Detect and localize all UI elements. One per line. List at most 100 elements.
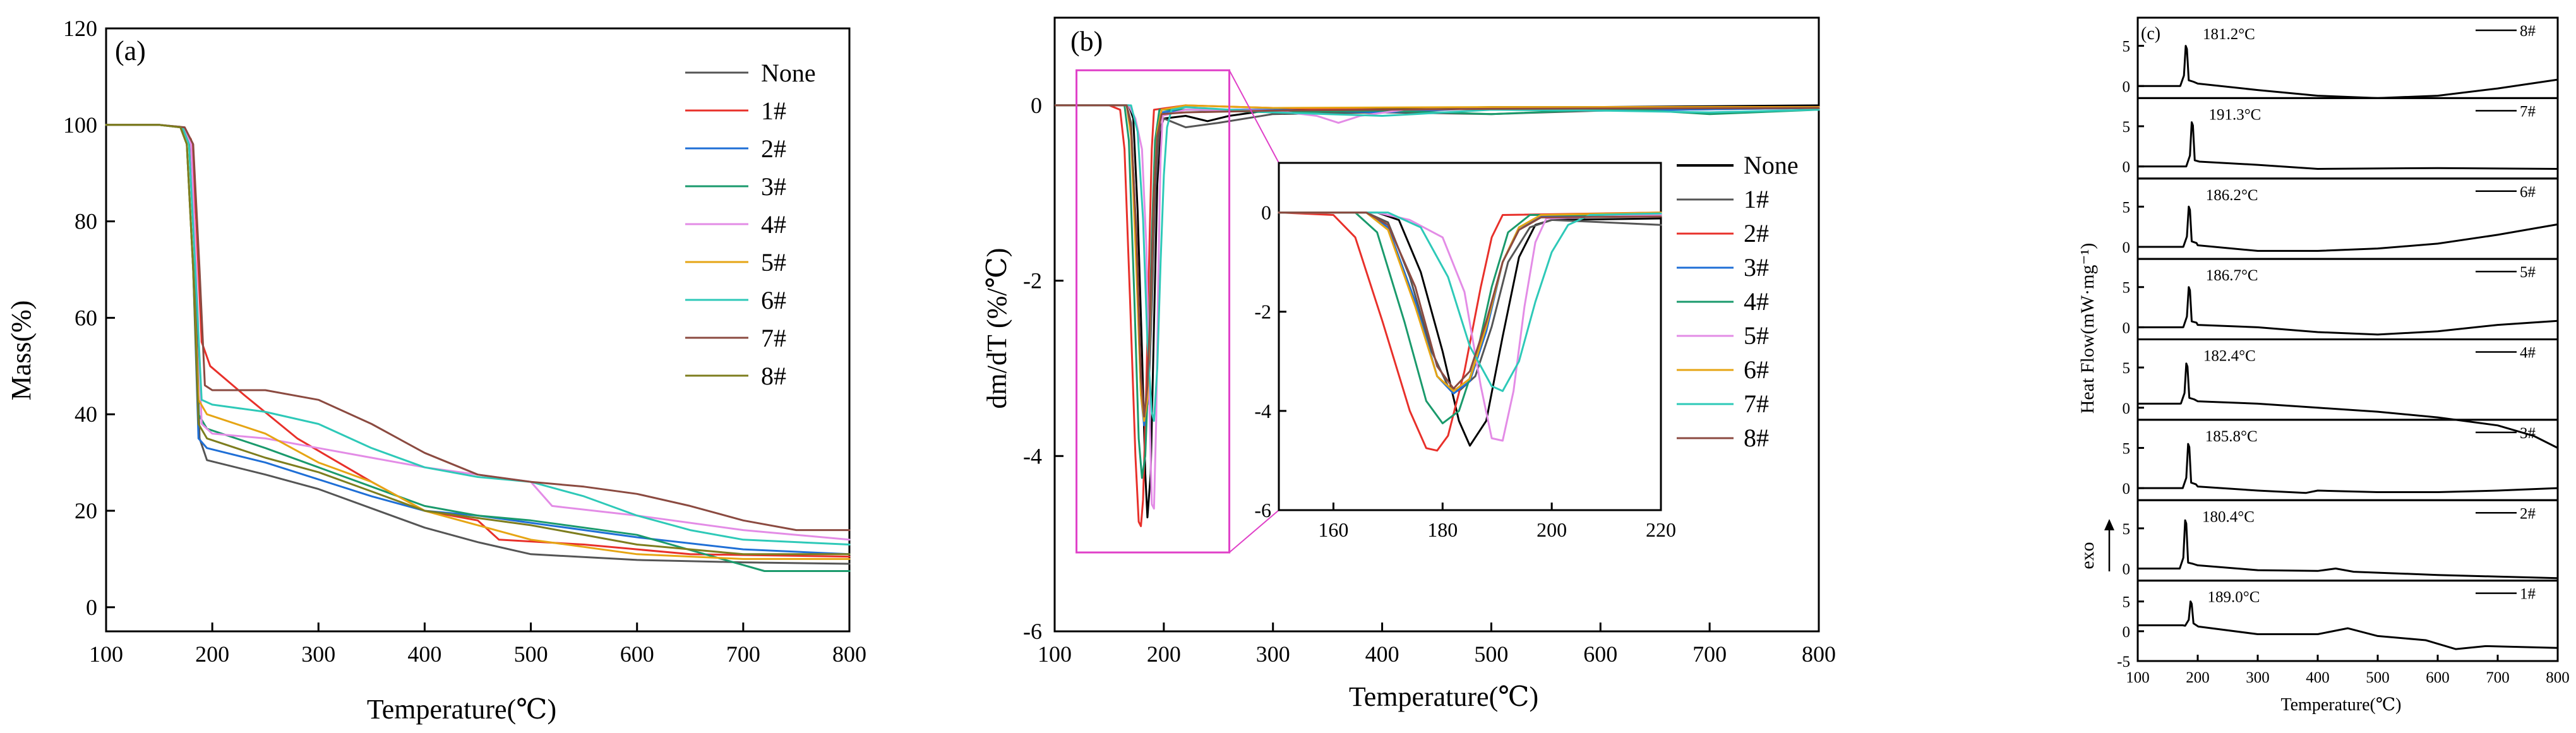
panel-c-dsc-curve: [2136, 121, 2559, 170]
panel-c-x-tick-label: 300: [2246, 669, 2270, 686]
panel-c-dsc-curve: [2136, 600, 2559, 650]
panel-a-series-line: [105, 124, 851, 541]
panel-c-y-tick-label: 5: [2123, 440, 2131, 457]
panel-b-legend-label: 7#: [1744, 390, 1769, 418]
panel-b-y-tick-label: -6: [1023, 619, 1042, 644]
panel-b-inset-x-tick-label: 180: [1427, 518, 1458, 541]
panel-b-inset-frame: [1278, 162, 1662, 511]
panel-b-zoom-connector: [1228, 69, 1279, 164]
panel-b-inset-y-tick-label: 0: [1261, 201, 1271, 224]
panel-b-x-tick-label: 700: [1692, 641, 1727, 667]
panel-b-zoom-connector: [1228, 510, 1279, 553]
panel-c-legend-label: 6#: [2520, 184, 2536, 201]
panel-a-y-tick-label: 120: [63, 16, 97, 41]
panel-b-legend-label: 4#: [1744, 287, 1769, 316]
panel-b-xlabel: Temperature(℃): [1349, 681, 1538, 712]
panel-b-legend-label: 8#: [1744, 424, 1769, 452]
panel-a-legend-label: 8#: [761, 362, 786, 390]
panel-c-dsc-curve: [2136, 443, 2559, 494]
panel-b-inset-series-line: [1278, 212, 1662, 442]
panel-a-x-tick-label: 400: [407, 641, 441, 667]
panel-c-y-tick-label: 0: [2123, 319, 2131, 337]
panel-c-y-tick-label: -5: [2117, 653, 2130, 670]
panel-a-y-tick-label: 0: [86, 595, 97, 620]
panel-a-legend-label: 1#: [761, 97, 786, 125]
panel-b-inset-series-line: [1278, 212, 1662, 390]
panel-c-y-tick-label: 0: [2123, 159, 2131, 176]
panel-a-x-tick-label: 200: [195, 641, 229, 667]
panel-b-series-line: [1108, 104, 1187, 510]
panel-a-legend-label: 4#: [761, 210, 786, 239]
panel-c-legend-label: 5#: [2520, 264, 2536, 281]
panel-b-x-tick-label: 300: [1256, 641, 1290, 667]
panel-b-inset-x-tick-label: 220: [1646, 518, 1676, 541]
panel-a-legend-label: 7#: [761, 324, 786, 352]
panel-c-legend-label: 3#: [2520, 425, 2536, 442]
panel-b-highlight-box: [1075, 69, 1231, 554]
panel-c-peak-label: 182.4°C: [2203, 348, 2256, 365]
panel-b-series-tail: [1184, 107, 1820, 114]
panel-b-inset-series-line: [1278, 212, 1662, 392]
panel-c-peak-label: 181.2°C: [2203, 26, 2255, 43]
panel-c-peak-label: 186.2°C: [2206, 187, 2258, 204]
panel-c-legend-label: 7#: [2520, 103, 2536, 120]
panel-a-legend-label: None: [761, 59, 816, 87]
panel-c-x-tick-label: 100: [2126, 669, 2150, 686]
panel-c-peak-label: 185.8°C: [2205, 428, 2258, 445]
panel-b-series-line: [1108, 104, 1187, 527]
panel-c-y-tick-label: 0: [2123, 624, 2131, 641]
panel-b-series-line: [1108, 104, 1187, 418]
panel-b-x-tick-label: 200: [1147, 641, 1181, 667]
panel-a-legend-label: 6#: [761, 286, 786, 314]
panel-b-series-line: [1108, 104, 1187, 422]
panel-c-y-tick-label: 5: [2123, 119, 2131, 136]
panel-b-inset-series-line: [1278, 212, 1662, 452]
panel-a-plot-frame: [105, 27, 851, 633]
panel-c-side-label: exo: [2077, 542, 2098, 569]
panel-c-y-tick-label: 5: [2123, 199, 2131, 216]
panel-c-dsc-curve: [2136, 362, 2559, 449]
panel-c-x-tick-label: 700: [2486, 669, 2510, 686]
panel-b-label: (b): [1070, 26, 1103, 57]
panel-c-y-tick-label: 0: [2123, 400, 2131, 417]
panel-b-x-tick-label: 600: [1583, 641, 1617, 667]
panel-a-y-tick-label: 80: [75, 209, 97, 234]
panel-c-legend-label: 8#: [2520, 23, 2536, 40]
panel-c-subplot-frame: [2136, 580, 2559, 662]
panel-c-y-tick-label: 5: [2123, 39, 2131, 56]
panel-c-xlabel: Temperature(℃): [2280, 695, 2401, 715]
panel-c-y-tick-label: 0: [2123, 561, 2131, 578]
panel-c-y-tick-label: 5: [2123, 280, 2131, 297]
panel-b-plot-frame: [1053, 16, 1820, 633]
panel-a-y-tick-label: 20: [75, 498, 97, 523]
panel-a-series-line: [105, 124, 851, 572]
panel-a-series-line: [105, 124, 851, 556]
panel-b-inset-y-tick-label: -6: [1254, 499, 1271, 521]
panel-b-y-tick-label: 0: [1031, 93, 1042, 118]
panel-b-legend-label: 2#: [1744, 219, 1769, 247]
panel-b-legend-label: 3#: [1744, 253, 1769, 282]
panel-b-x-tick-label: 400: [1365, 641, 1399, 667]
panel-c-peak-label: 180.4°C: [2202, 508, 2255, 525]
panel-b-inset-x-tick-label: 160: [1318, 518, 1348, 541]
panel-b-inset-series-line: [1278, 212, 1662, 392]
panel-c-x-tick-label: 500: [2366, 669, 2390, 686]
panel-b-x-tick-label: 100: [1038, 641, 1072, 667]
panel-c-y-tick-label: 0: [2123, 239, 2131, 256]
panel-c-y-tick-label: 0: [2123, 480, 2131, 498]
panel-a-series-line: [105, 124, 851, 532]
panel-a-tga-chart: (a) Mass(%) Temperature(℃) 100 200 300 400 5…: [6, 16, 866, 725]
panel-b-y-tick-label: -2: [1023, 268, 1042, 294]
panel-c-peak-label: 186.7°C: [2206, 267, 2258, 284]
panel-a-series-line: [105, 124, 851, 556]
panel-c-y-tick-label: 5: [2123, 594, 2131, 611]
panel-b-x-tick-label: 800: [1802, 641, 1836, 667]
panel-b-ylabel: dm/dT (%/℃): [981, 248, 1012, 409]
panel-c-dsc-curve: [2136, 205, 2559, 252]
panel-b-inset-series-line: [1278, 212, 1662, 395]
panel-a-y-tick-label: 40: [75, 402, 97, 427]
panel-a-y-tick-label: 100: [63, 112, 97, 138]
panel-a-x-tick-label: 300: [301, 641, 335, 667]
panel-a-x-tick-label: 600: [620, 641, 654, 667]
panel-c-peak-label: 189.0°C: [2208, 589, 2260, 606]
